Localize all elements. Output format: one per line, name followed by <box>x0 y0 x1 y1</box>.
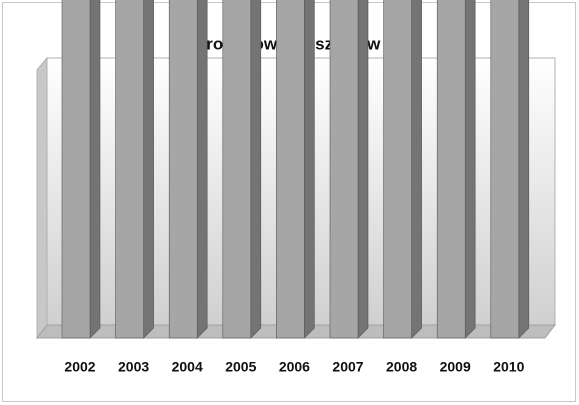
bar <box>490 0 520 339</box>
bar-side <box>143 0 154 339</box>
bar-side <box>357 0 369 339</box>
x-tick-label: 2004 <box>172 359 203 375</box>
bar <box>329 0 359 339</box>
bar-side <box>411 0 422 339</box>
x-tick-label: 2005 <box>225 359 256 375</box>
bar-side <box>250 0 262 339</box>
bar-side <box>304 0 315 339</box>
bar <box>222 0 252 339</box>
bar <box>276 0 305 339</box>
bar-side <box>196 0 208 339</box>
x-tick-label: 2008 <box>386 359 417 375</box>
bar <box>61 0 91 339</box>
bar-side <box>518 0 530 339</box>
x-tick-label: 2009 <box>440 359 471 375</box>
bar <box>115 0 144 339</box>
x-tick-label: 2006 <box>279 359 310 375</box>
bar <box>168 0 198 339</box>
x-tick-label: 2010 <box>493 359 524 375</box>
bar-side <box>464 0 476 339</box>
x-tick-label: 2007 <box>332 359 363 375</box>
x-tick-label: 2003 <box>118 359 149 375</box>
bar <box>383 0 412 339</box>
bar <box>436 0 466 339</box>
bar-side <box>89 0 101 339</box>
side-wall <box>36 56 48 340</box>
x-tick-label: 2002 <box>64 359 95 375</box>
